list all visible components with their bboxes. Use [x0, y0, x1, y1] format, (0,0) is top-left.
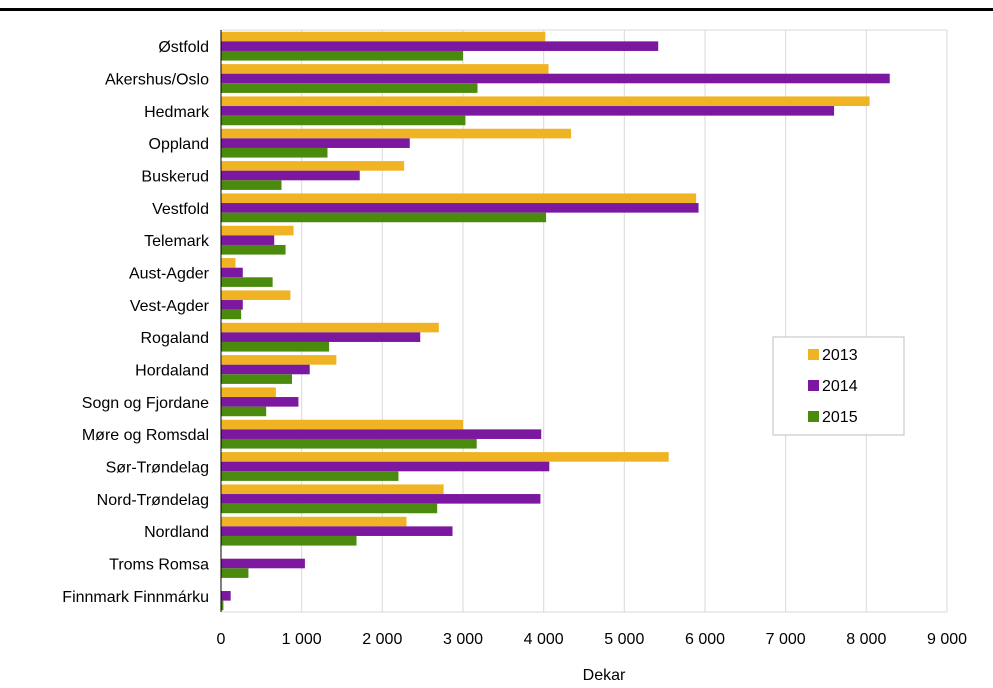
x-tick-label: 9 000 — [927, 631, 967, 648]
bar-2013-14 — [221, 484, 444, 495]
category-label: Akershus/Oslo — [105, 72, 209, 89]
bar-2015-6 — [221, 244, 286, 255]
category-label: Vestfold — [152, 201, 209, 218]
bar-2013-4 — [221, 161, 405, 171]
bar-2015-15 — [221, 535, 357, 546]
bar-2013-8 — [221, 290, 291, 301]
bar-2013-6 — [221, 225, 294, 236]
category-label: Østfold — [158, 39, 209, 56]
bar-2014-16 — [221, 558, 305, 569]
bar-2013-15 — [221, 516, 407, 527]
bar-2015-5 — [221, 212, 547, 223]
legend-box — [772, 336, 905, 436]
category-label: Aust-Agder — [129, 266, 210, 283]
bar-2014-0 — [221, 41, 659, 51]
bar-2014-1 — [221, 73, 890, 84]
category-label: Oppland — [149, 136, 210, 153]
bar-2014-17 — [221, 591, 231, 601]
bar-2014-10 — [221, 364, 310, 375]
category-label: Vest-Agder — [130, 298, 210, 315]
bar-2015-16 — [221, 568, 249, 578]
bar-2015-4 — [221, 180, 282, 190]
x-tick-label: 4 000 — [524, 631, 564, 648]
bar-2014-9 — [221, 332, 421, 342]
bar-2014-4 — [221, 170, 360, 181]
bars — [220, 30, 890, 612]
bar-2015-1 — [221, 83, 478, 93]
x-tick-label: 2 000 — [362, 631, 402, 648]
bar-2014-13 — [221, 461, 550, 472]
legend-swatch-2015 — [808, 411, 819, 422]
x-tick-label: 1 000 — [282, 631, 322, 648]
category-labels: Østfold Akershus/Oslo Hedmark Oppland Busker… — [62, 39, 210, 606]
x-tick-label: 0 — [217, 631, 226, 648]
legend-swatch-2014 — [808, 380, 819, 391]
x-tick-label: 8 000 — [846, 631, 886, 648]
category-label: Telemark — [144, 233, 210, 250]
bar-2013-5 — [221, 193, 697, 204]
bar-2015-13 — [221, 471, 399, 481]
bar-2013-7 — [221, 258, 236, 268]
bar-2014-15 — [221, 526, 453, 536]
bar-2015-10 — [221, 374, 292, 384]
category-label: Buskerud — [141, 169, 209, 186]
x-axis-title: Dekar — [583, 667, 626, 684]
x-tick-labels: 0 1 000 2 000 3 000 4 000 5 000 6 000 7 000 8 00… — [217, 631, 968, 648]
bar-2014-5 — [221, 203, 699, 213]
bar-2014-11 — [221, 397, 299, 407]
bar-2015-11 — [221, 406, 267, 417]
bar-2013-2 — [221, 96, 870, 107]
bar-2015-3 — [221, 147, 328, 158]
top-rule — [0, 8, 993, 11]
category-label: Finnmark Finnmárku — [62, 589, 209, 606]
bar-2013-9 — [221, 322, 439, 333]
bar-2013-0 — [221, 31, 546, 42]
bar-2015-2 — [221, 115, 466, 126]
x-tick-label: 5 000 — [604, 631, 644, 648]
bar-2015-9 — [221, 341, 330, 352]
legend-label: 2014 — [822, 378, 858, 395]
bar-2013-10 — [221, 355, 337, 365]
bar-2014-7 — [221, 267, 243, 278]
x-tick-label: 3 000 — [443, 631, 483, 648]
bar-2015-17 — [221, 600, 224, 611]
bar-2014-3 — [221, 138, 410, 148]
bar-2015-14 — [221, 503, 438, 514]
legend-label: 2015 — [822, 409, 858, 426]
legend: 2013 2014 2015 — [772, 336, 905, 436]
category-label: Sør-Trøndelag — [106, 460, 209, 477]
bar-2013-13 — [221, 452, 669, 462]
bar-2015-12 — [221, 438, 477, 449]
bar-2013-11 — [221, 387, 276, 398]
bar-2014-8 — [221, 300, 243, 310]
category-label: Sogn og Fjordane — [82, 395, 209, 412]
category-label: Rogaland — [141, 330, 210, 347]
category-label: Hedmark — [144, 104, 210, 121]
category-label: Hordaland — [135, 363, 209, 380]
category-label: Nordland — [144, 524, 209, 541]
bar-2013-3 — [221, 128, 572, 139]
legend-swatch-2013 — [808, 349, 819, 360]
bar-2014-2 — [221, 106, 835, 116]
category-label: Troms Romsa — [109, 557, 209, 574]
category-label: Møre og Romsdal — [82, 427, 209, 444]
bar-2014-12 — [221, 429, 542, 439]
category-label: Nord-Trøndelag — [97, 492, 209, 509]
bar-2014-6 — [221, 235, 275, 245]
bar-2015-7 — [221, 277, 273, 287]
legend-label: 2013 — [822, 347, 858, 364]
bar-2013-1 — [221, 64, 549, 74]
bar-2015-8 — [221, 309, 242, 320]
bar-2014-14 — [221, 494, 541, 504]
bar-2013-12 — [221, 419, 463, 430]
bar-2015-0 — [221, 50, 463, 61]
x-tick-label: 7 000 — [766, 631, 806, 648]
x-tick-label: 6 000 — [685, 631, 725, 648]
